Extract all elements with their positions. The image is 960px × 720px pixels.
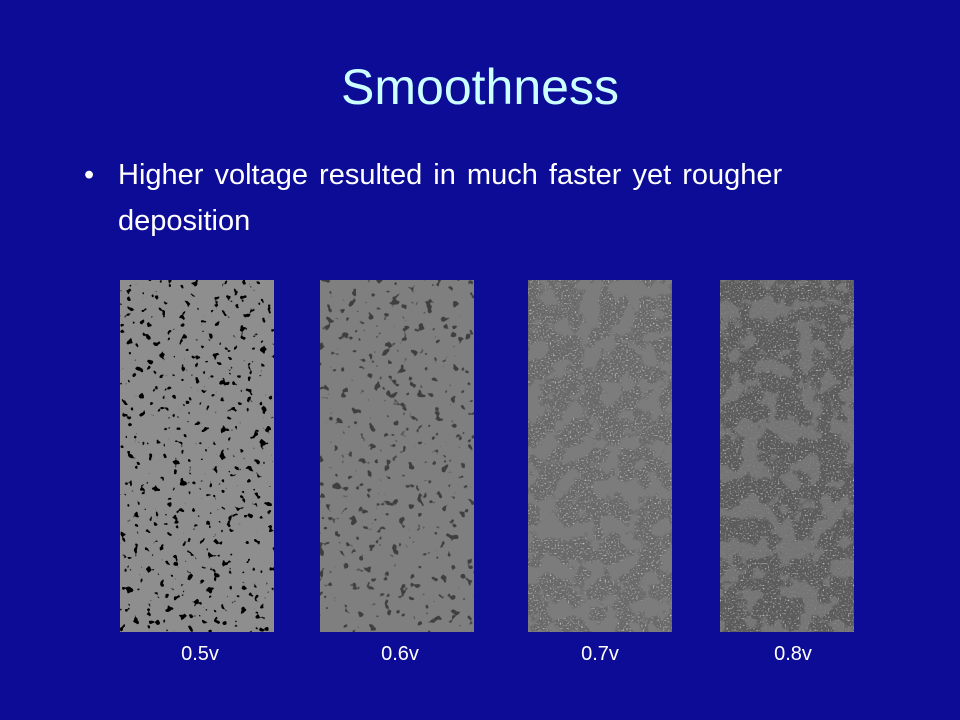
slide-title: Smoothness (341, 59, 619, 115)
image-label: 0.6v (381, 643, 419, 665)
image-4 (720, 280, 854, 632)
image-3 (528, 280, 672, 632)
image-label: 0.8v (774, 643, 812, 665)
image-label: 0.7v (581, 643, 619, 665)
image-label: 0.5v (181, 643, 219, 665)
image-1 (120, 280, 274, 632)
bullet-text: Higher voltage resulted in much faster y… (118, 159, 783, 237)
bullet-marker: • (84, 159, 95, 191)
image-2 (320, 280, 474, 632)
